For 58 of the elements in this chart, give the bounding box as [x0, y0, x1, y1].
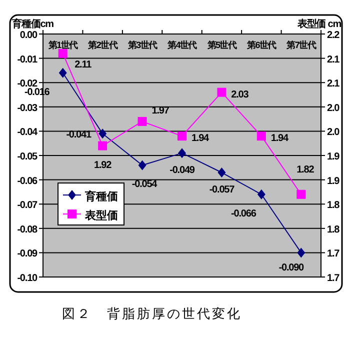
x-tick-label: 第4世代: [166, 40, 198, 50]
data-label: -0.090: [278, 262, 305, 274]
point: [218, 168, 226, 178]
data-label: 1.92: [94, 160, 112, 171]
y-tick-label: 0.00: [20, 30, 38, 41]
point: [138, 160, 146, 170]
caption: 図２ 背脂肪厚の世代変化: [62, 306, 242, 322]
legend-label: 育種価: [84, 190, 118, 203]
y2-axis-title: 表型価 cm: [296, 18, 342, 30]
y-tick-label: -0.04: [17, 127, 38, 138]
data-label: -0.066: [231, 208, 257, 220]
y2-tick-label: 1.7: [327, 273, 340, 284]
y2-tick-label: 1.9: [327, 152, 340, 162]
data-label: -0.054: [132, 179, 158, 190]
point: [138, 116, 147, 126]
y-tick-label: -0.07: [17, 200, 38, 212]
data-label: -0.049: [170, 165, 196, 176]
y-tick-label: -0.09: [17, 248, 38, 260]
point: [58, 48, 68, 58]
data-label: -0.057: [209, 184, 236, 196]
point: [178, 148, 186, 158]
data-label: 1.82: [296, 164, 315, 176]
point: [257, 189, 266, 200]
x-tick-label: 第3世代: [126, 40, 158, 50]
y2-tick-label: 2.1: [327, 78, 340, 90]
point: [296, 190, 306, 199]
point: [98, 128, 107, 139]
x-tick-label: 第6世代: [246, 40, 277, 50]
data-label: 2.11: [74, 59, 92, 70]
x-tick-label: 第5世代: [206, 40, 237, 50]
legend-label: 表型価: [84, 209, 118, 222]
x-tick-label: 第7世代: [286, 40, 316, 50]
y-axis-title: 育種価cm: [11, 18, 54, 30]
y2-tick-label: 1.9: [327, 176, 340, 187]
data-label: 1.94: [270, 133, 289, 144]
point: [217, 88, 226, 97]
y-tick-label: -0.03: [17, 102, 38, 114]
y2-tick-label: 2.0: [327, 102, 340, 114]
point: [58, 68, 67, 78]
y2-tick-label: 2.2: [327, 30, 340, 41]
y-tick-label: -0.05: [17, 152, 38, 162]
y-tick-label: -0.10: [17, 273, 38, 284]
y-tick-label: -0.06: [17, 176, 38, 187]
y-tick-label: -0.08: [17, 224, 38, 236]
y2-tick-label: 1.8: [327, 224, 340, 236]
y2-tick-label: 2.1: [327, 54, 340, 66]
data-label: 2.03: [231, 89, 250, 100]
y2-tick-label: 1.8: [327, 200, 340, 212]
y2-tick-label: 2.0: [327, 127, 340, 138]
x-tick-label: 第1世代: [47, 40, 78, 50]
y2-tick-label: 1.7: [327, 248, 340, 260]
point: [98, 141, 108, 150]
point: [297, 248, 306, 258]
y-tick-label: -0.01: [17, 54, 38, 66]
point: [256, 132, 266, 141]
point: [178, 132, 186, 141]
x-tick-label: 第2世代: [87, 40, 118, 50]
data-label: 1.94: [191, 133, 210, 144]
